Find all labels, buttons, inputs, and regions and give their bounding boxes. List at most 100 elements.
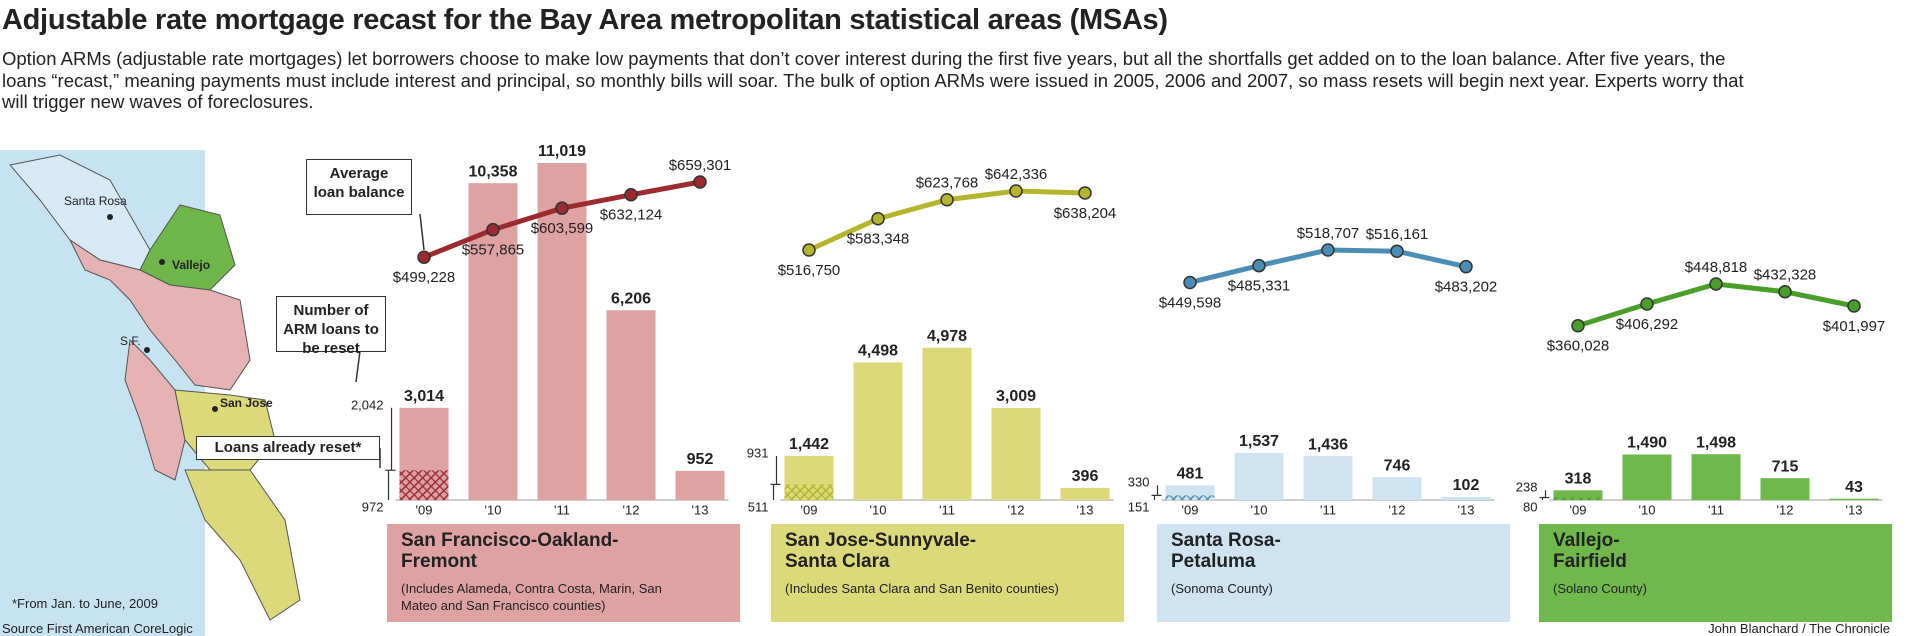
bar-label: 715 [1772,458,1799,475]
bar [537,163,587,500]
bar-label: 952 [687,451,714,468]
x-tick-label: '11 [1708,502,1724,517]
reset-label: 972 [362,499,384,514]
reset-label: 511 [748,499,769,514]
balance-point [1459,259,1473,274]
balance-point [693,175,707,189]
x-tick-label: '10 [1251,502,1268,517]
balance-label: $360,028 [1547,338,1610,355]
bar-label: 43 [1845,479,1863,496]
region-subtitle: (Includes Alameda, Contra Costa, Marin, … [401,581,662,613]
x-tick-label: '12 [1389,502,1406,517]
balance-label: $499,228 [393,269,456,286]
region-title: San Francisco-Oakland-Fremont [401,530,619,572]
reset-label: 151 [1128,499,1150,514]
balance-point [1640,297,1654,311]
bar [1553,490,1603,500]
x-tick-label: '09 [1570,502,1587,517]
region-box: San Francisco-Oakland-Fremont (Includes A… [387,524,740,622]
x-tick-label: '13 [1458,502,1475,517]
bar-label: 3,009 [996,388,1036,405]
balance-label: $406,292 [1616,316,1679,333]
bar-label: 3,014 [404,388,444,405]
x-tick-label: '09 [416,502,433,517]
balance-point [802,243,816,257]
balance-point [486,222,500,237]
bar [1622,454,1672,500]
pointer [355,350,361,383]
pending-label: 931 [747,445,769,460]
bar-label: 11,019 [538,143,586,160]
x-tick-label: '09 [801,502,818,517]
balance-label: $623,768 [916,175,979,192]
balance-point [1709,277,1723,291]
bar-label: 4,498 [858,343,898,360]
x-tick-label: '11 [554,502,570,517]
pending-label: 330 [1128,475,1150,490]
x-tick-label: '10 [1639,502,1656,517]
bar [1372,477,1422,500]
bar-label: 318 [1565,470,1592,487]
balance-label: $483,202 [1435,279,1498,296]
balance-label: $401,997 [1823,318,1886,335]
balance-point [1183,275,1197,290]
credit: John Blanchard / The Chronicle [1708,621,1890,636]
x-tick-label: '13 [1077,502,1094,517]
region-title: San Jose-Sunnyvale-Santa Clara [785,530,977,572]
balance-label: $659,301 [669,157,732,174]
footnote: *From Jan. to June, 2009 [12,596,158,611]
region-subtitle: (Solano County) [1553,581,1647,596]
pointer [419,213,425,251]
legend-reset: Loans already reset* [196,436,380,460]
balance-point [1009,184,1023,198]
x-tick-label: '12 [1777,502,1794,517]
reset-bar [1553,497,1603,500]
x-tick-label: '13 [1846,502,1863,517]
reset-bar [399,470,449,500]
x-tick-label: '12 [1008,502,1025,517]
x-tick-label: '11 [939,502,955,517]
bar-label: 102 [1453,477,1480,494]
region-title: Vallejo-Fairfield [1553,530,1627,572]
bar [1441,496,1491,500]
pending-label: 2,042 [351,397,384,412]
region-title: Santa Rosa-Petaluma [1171,530,1281,572]
region-box: Vallejo-Fairfield (Solano County) [1539,524,1892,622]
legend-bars: Number of ARM loans to be reset [276,296,386,357]
x-tick-label: '10 [485,502,502,517]
bar [1829,498,1879,500]
bar-label: 6,206 [611,290,651,307]
title: Adjustable rate mortgage recast for the … [2,4,1168,36]
x-tick-label: '13 [692,502,709,517]
bar [1234,452,1284,500]
pending-label: 238 [1516,480,1538,495]
bar [606,310,656,500]
bar [1691,454,1741,500]
balance-point [417,250,431,264]
bar-label: 1,436 [1308,436,1348,453]
bar [1060,487,1110,500]
bar-label: 746 [1384,457,1411,474]
balance-point [555,201,569,215]
balance-label: $557,865 [462,242,525,259]
balance-point [1847,299,1861,313]
san-benito [184,469,301,621]
bar-label: 481 [1177,466,1204,483]
balance-point [1778,285,1792,299]
balance-label: $583,348 [847,231,910,248]
legend-line: Average loan balance [306,159,412,215]
balance-label: $642,336 [985,166,1048,183]
bar [991,407,1041,500]
balance-point [940,192,954,207]
city-dot [212,406,218,412]
balance-point [1571,318,1585,333]
balance-label: $603,599 [531,220,594,237]
map: Santa Rosa Vallejo S.F. San Jose [0,150,301,636]
balance-label: $448,818 [1685,259,1748,276]
reset-bar [784,484,834,500]
x-tick-label: '09 [1182,502,1199,517]
reset-label: 80 [1523,499,1537,514]
city-dot [107,214,113,220]
bar-label: 4,978 [927,328,967,345]
